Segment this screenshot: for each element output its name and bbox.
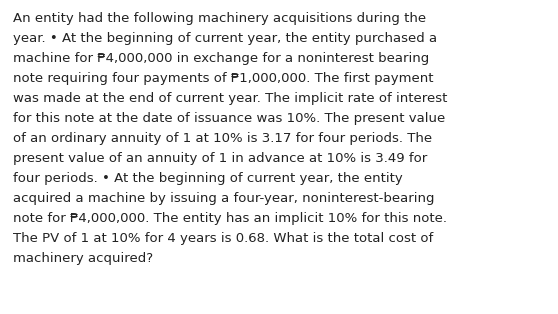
Text: four periods. • At the beginning of current year, the entity: four periods. • At the beginning of curr…: [13, 172, 403, 185]
Text: was made at the end of current year. The implicit rate of interest: was made at the end of current year. The…: [13, 92, 448, 105]
Text: of an ordinary annuity of 1 at 10% is 3.17 for four periods. The: of an ordinary annuity of 1 at 10% is 3.…: [13, 132, 432, 145]
Text: acquired a machine by issuing a four-year, noninterest-bearing: acquired a machine by issuing a four-yea…: [13, 192, 435, 205]
Text: machinery acquired?: machinery acquired?: [13, 252, 153, 265]
Text: note requiring four payments of ₱1,000,000. The first payment: note requiring four payments of ₱1,000,0…: [13, 72, 434, 85]
Text: for this note at the date of issuance was 10%. The present value: for this note at the date of issuance wa…: [13, 112, 445, 125]
Text: present value of an annuity of 1 in advance at 10% is 3.49 for: present value of an annuity of 1 in adva…: [13, 152, 427, 165]
Text: The PV of 1 at 10% for 4 years is 0.68. What is the total cost of: The PV of 1 at 10% for 4 years is 0.68. …: [13, 232, 433, 245]
Text: An entity had the following machinery acquisitions during the: An entity had the following machinery ac…: [13, 12, 426, 25]
Text: year. • At the beginning of current year, the entity purchased a: year. • At the beginning of current year…: [13, 32, 437, 45]
Text: machine for ₱4,000,000 in exchange for a noninterest bearing: machine for ₱4,000,000 in exchange for a…: [13, 52, 429, 65]
Text: note for ₱4,000,000. The entity has an implicit 10% for this note.: note for ₱4,000,000. The entity has an i…: [13, 212, 447, 225]
